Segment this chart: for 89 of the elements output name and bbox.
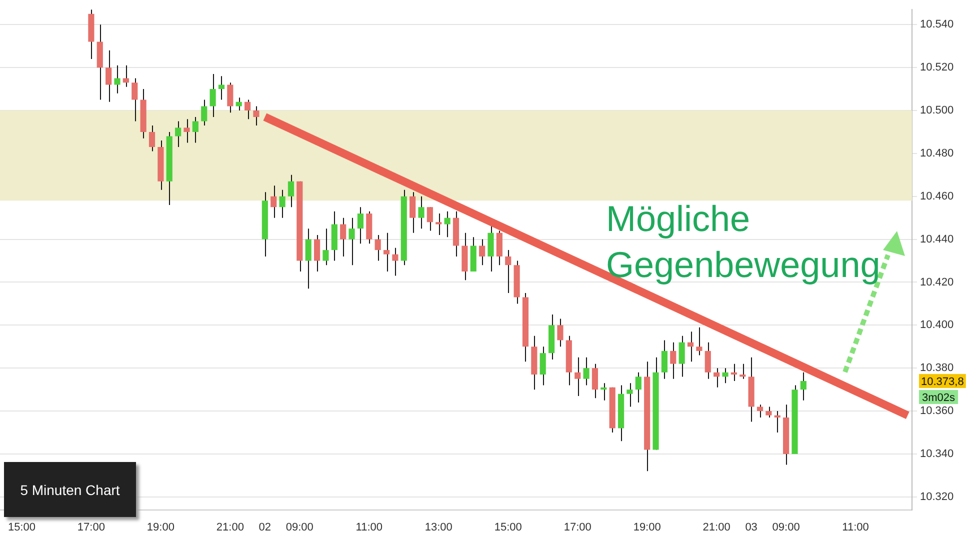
candlestick xyxy=(774,410,780,434)
candlestick xyxy=(322,228,329,266)
candlestick xyxy=(635,372,642,403)
candlestick xyxy=(496,230,502,266)
candlestick xyxy=(227,82,234,114)
y-tick-label: 10.320 xyxy=(920,490,954,503)
candlestick xyxy=(661,340,668,380)
x-tick-label: 21:00 xyxy=(216,521,244,534)
candlestick xyxy=(730,363,737,382)
candlestick xyxy=(218,76,225,100)
y-tick-label: 10.380 xyxy=(920,362,954,374)
candlestick xyxy=(540,346,546,386)
candlestick xyxy=(357,206,364,244)
y-tick-label: 10.520 xyxy=(920,62,954,74)
candlestick xyxy=(305,228,312,290)
candlestick xyxy=(436,213,442,236)
candlestick xyxy=(279,189,286,218)
candlestick xyxy=(740,363,746,380)
candlestick xyxy=(210,74,216,118)
candlestick xyxy=(418,196,424,230)
candlestick xyxy=(479,238,486,266)
candlestick xyxy=(626,382,633,408)
candlestick xyxy=(314,234,320,272)
x-tick-label: 13:00 xyxy=(424,521,452,534)
candlestick xyxy=(392,247,398,276)
x-tick-label: 11:00 xyxy=(356,521,382,534)
candlestick xyxy=(687,331,694,362)
candlestick xyxy=(288,174,294,208)
y-tick-label: 10.360 xyxy=(920,405,954,418)
candlestick xyxy=(270,185,277,218)
candlestick xyxy=(340,217,346,257)
candlestick xyxy=(444,210,450,238)
x-tick-label: 21:00 xyxy=(702,521,730,534)
candlestick xyxy=(175,120,182,148)
x-tick-label: 02 xyxy=(258,521,272,534)
candlestick xyxy=(557,318,564,348)
y-tick-label: 10.480 xyxy=(920,147,954,160)
y-tick-label: 10.540 xyxy=(920,18,954,31)
y-tick-label: 10.420 xyxy=(920,276,954,288)
candlestick xyxy=(714,368,720,388)
candlestick xyxy=(184,118,190,144)
x-tick-label: 09:00 xyxy=(286,521,314,534)
y-tick-label: 10.340 xyxy=(920,448,954,460)
candlestick xyxy=(426,206,433,232)
candlestick xyxy=(670,342,676,380)
x-tick-label: 19:00 xyxy=(633,521,661,534)
candlestick xyxy=(383,232,390,272)
x-tick-label: 19:00 xyxy=(146,521,174,534)
text: 10.373,8 xyxy=(921,376,964,388)
candlestick xyxy=(800,372,806,401)
candlestick xyxy=(583,356,590,386)
candlestick xyxy=(236,97,242,111)
text: 3m02s xyxy=(922,392,956,404)
candlestick xyxy=(696,326,702,356)
candlestick xyxy=(106,50,112,102)
x-tick-label: 17:00 xyxy=(564,521,592,534)
candlestick xyxy=(600,382,607,401)
candlestick xyxy=(678,335,685,378)
candlestick xyxy=(348,217,355,266)
y-tick-label: 10.460 xyxy=(920,190,954,202)
x-tick-label: 15:00 xyxy=(8,521,36,534)
x-tick-label: 09:00 xyxy=(772,521,800,534)
x-tick-label: 17:00 xyxy=(77,521,105,534)
y-tick-label: 10.440 xyxy=(920,233,954,246)
candlestick xyxy=(114,64,120,94)
annotation: Mögliche Gegenbewegung xyxy=(606,197,882,287)
candlestick xyxy=(253,106,260,126)
candlestick xyxy=(592,363,598,399)
candlestick xyxy=(122,64,129,88)
candlestick xyxy=(756,404,764,418)
candlestick xyxy=(192,116,198,144)
candlestick xyxy=(704,342,711,380)
y-tick-label: 10.500 xyxy=(920,104,954,117)
candlestick xyxy=(488,224,494,272)
candlestick xyxy=(132,78,138,122)
candlestick xyxy=(244,99,251,120)
x-tick-label: 15:00 xyxy=(494,521,522,534)
candlestick xyxy=(410,192,416,234)
candlestick xyxy=(574,356,581,397)
caption-box: 5 Minuten Chart xyxy=(4,462,136,517)
candlestick xyxy=(722,368,728,384)
x-tick-label: 11:00 xyxy=(842,521,869,534)
x-tick-label: 03 xyxy=(745,521,758,534)
candlestick xyxy=(505,250,512,294)
candlestick xyxy=(201,99,208,126)
candlestick xyxy=(766,406,772,418)
candlestick xyxy=(374,234,381,262)
candlestick xyxy=(148,125,156,152)
y-tick-label: 10.400 xyxy=(920,319,954,332)
